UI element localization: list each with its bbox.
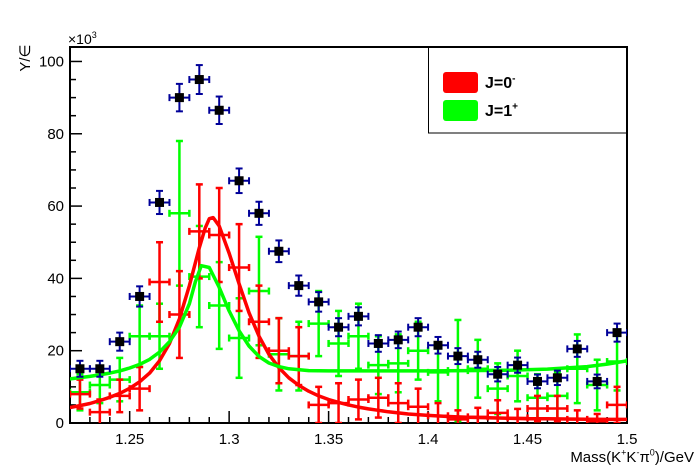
data-point-marker [234,176,244,186]
legend: J=0- J=1+ [428,47,627,134]
data-point-marker [75,364,85,374]
x-tick-label: 1.5 [617,431,638,448]
data-point-marker [314,297,324,307]
y-tick-label: 80 [47,126,64,143]
data-point-marker [95,364,105,374]
x-axis-title: Mass(K+K-π0)/GeV [570,448,694,466]
y-axis-title: Y/∈ [17,44,34,71]
data-point-marker [513,360,523,370]
legend-swatch-j1 [443,100,478,121]
y-tick-label: 60 [47,198,64,215]
y-axis-exponent-label: ×103 [68,30,97,47]
j1-fit-curve [70,263,627,381]
data-point-marker [194,75,204,85]
data-point-marker [334,322,344,332]
data-point-marker [214,105,224,115]
legend-swatch-j0 [443,72,478,93]
x-tick-label: 1.45 [513,431,542,448]
x-tick-label: 1.3 [219,431,240,448]
data-point-marker [373,338,383,348]
y-tick-label: 100 [39,53,64,70]
data-point-marker [453,351,463,361]
data-point-marker [612,328,622,338]
data-point-marker [155,197,165,207]
data-point-marker [115,337,125,347]
y-tick-label: 20 [47,343,64,360]
data-points [70,64,627,390]
data-point-marker [592,376,602,386]
x-tick-label: 1.35 [314,431,343,448]
data-point-marker [493,369,503,379]
legend-entry-j1-label: J=1+ [485,101,518,120]
data-point-marker [413,322,423,332]
data-point-marker [174,93,184,103]
legend-entry-j0-label: J=0- [485,73,515,92]
data-point-marker [135,291,145,301]
x-tick-labels: 1.25 1.3 1.35 1.4 1.45 1.5 [115,431,637,448]
data-point-marker [294,281,304,291]
data-point-marker [393,335,403,345]
j0-yield-points [70,183,627,423]
data-point-marker [532,376,542,386]
data-point-marker [274,246,284,256]
data-point-marker [473,355,483,365]
data-point-marker [572,344,582,354]
data-point-marker [433,340,443,350]
data-point-marker [552,373,562,383]
x-tick-label: 1.4 [418,431,439,448]
data-point-marker [353,311,363,321]
y-tick-label: 40 [47,270,64,287]
x-tick-label: 1.25 [115,431,144,448]
y-tick-label: 0 [56,415,64,432]
y-tick-labels: 0 20 40 60 80 100 [39,53,64,432]
data-point-marker [254,208,264,218]
